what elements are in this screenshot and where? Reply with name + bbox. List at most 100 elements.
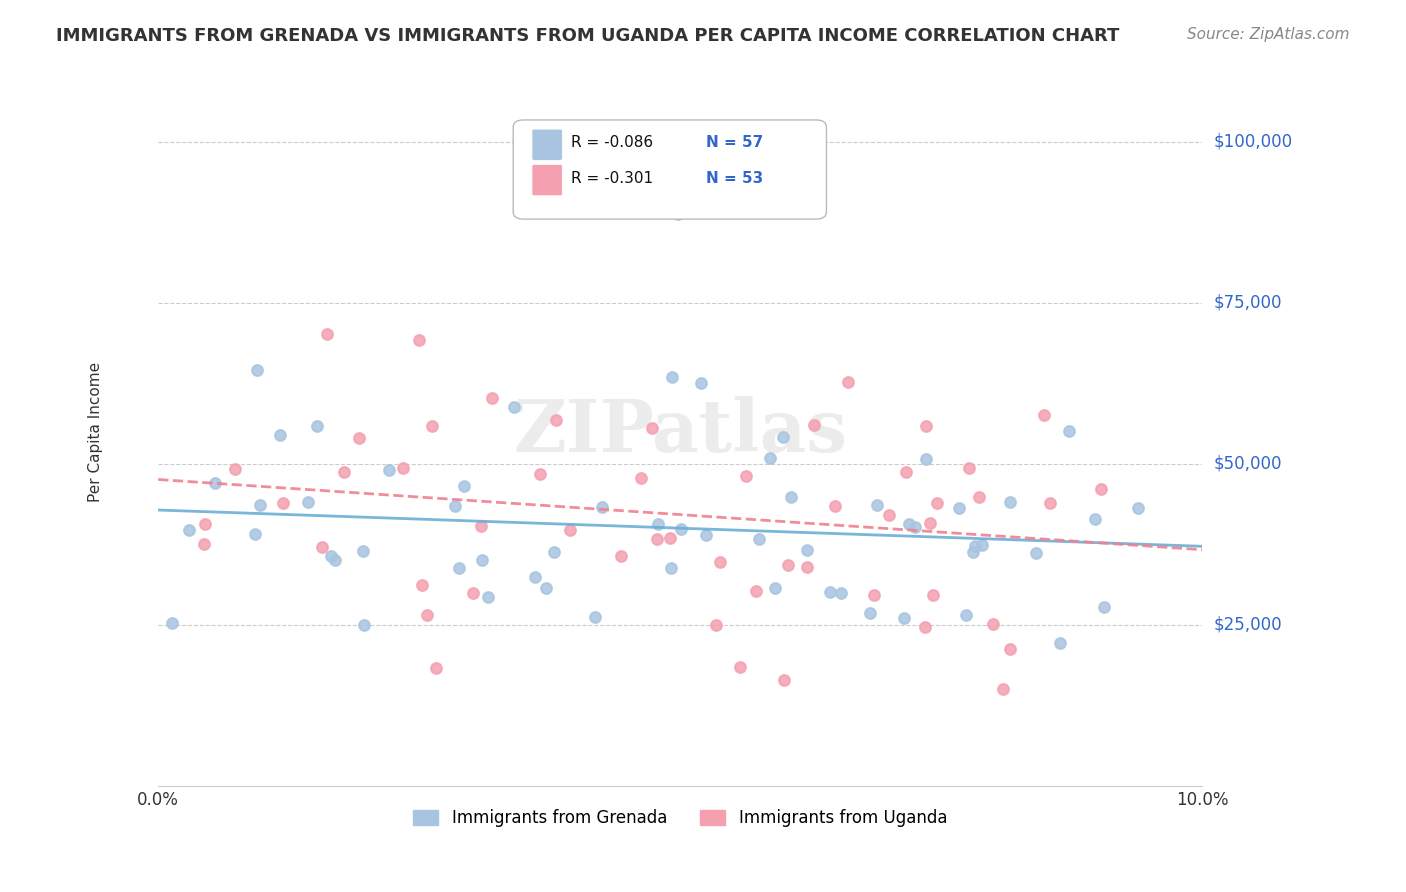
- Text: N = 57: N = 57: [706, 135, 763, 150]
- Text: R = -0.301: R = -0.301: [571, 170, 652, 186]
- Point: [922, 588, 945, 602]
- Point: [333, 465, 356, 479]
- Point: [879, 508, 901, 523]
- Point: [866, 498, 889, 512]
- FancyBboxPatch shape: [531, 129, 562, 161]
- Point: [963, 539, 986, 553]
- Point: [224, 461, 246, 475]
- Point: [748, 533, 770, 547]
- Text: Per Capita Income: Per Capita Income: [89, 361, 103, 501]
- Point: [824, 499, 846, 513]
- Point: [481, 392, 503, 406]
- Point: [583, 610, 606, 624]
- Point: [893, 610, 915, 624]
- Point: [352, 544, 374, 558]
- Text: N = 53: N = 53: [706, 170, 763, 186]
- Point: [311, 540, 333, 554]
- Point: [666, 207, 689, 221]
- Point: [347, 432, 370, 446]
- Point: [796, 543, 818, 558]
- Point: [830, 586, 852, 600]
- Point: [529, 467, 551, 481]
- Point: [194, 517, 217, 532]
- Point: [728, 660, 751, 674]
- Point: [392, 460, 415, 475]
- FancyBboxPatch shape: [513, 120, 827, 219]
- FancyBboxPatch shape: [531, 164, 562, 195]
- Point: [502, 400, 524, 414]
- Point: [837, 376, 859, 390]
- Point: [416, 608, 439, 623]
- Point: [661, 370, 683, 384]
- Text: ZIPatlas: ZIPatlas: [513, 396, 848, 467]
- Point: [425, 661, 447, 675]
- Point: [546, 413, 568, 427]
- Point: [162, 616, 184, 631]
- Point: [1126, 500, 1149, 515]
- Point: [820, 585, 842, 599]
- Point: [1084, 511, 1107, 525]
- Point: [245, 526, 267, 541]
- Point: [690, 376, 713, 391]
- Point: [998, 495, 1021, 509]
- Point: [957, 460, 980, 475]
- Point: [803, 418, 825, 433]
- Text: $25,000: $25,000: [1213, 615, 1282, 634]
- Point: [1049, 636, 1071, 650]
- Point: [779, 490, 801, 504]
- Point: [270, 428, 292, 442]
- Point: [948, 501, 970, 516]
- Point: [796, 559, 818, 574]
- Point: [378, 463, 401, 477]
- Point: [955, 607, 977, 622]
- Point: [534, 581, 557, 595]
- Point: [463, 586, 485, 600]
- Point: [524, 570, 547, 584]
- Point: [453, 479, 475, 493]
- Point: [709, 555, 731, 569]
- Point: [914, 620, 936, 634]
- Point: [1025, 546, 1047, 560]
- Point: [422, 419, 444, 434]
- Point: [695, 528, 717, 542]
- Point: [271, 496, 294, 510]
- Point: [918, 516, 941, 530]
- Point: [863, 588, 886, 602]
- Point: [297, 495, 319, 509]
- Point: [323, 553, 346, 567]
- Point: [773, 673, 796, 687]
- Point: [898, 517, 921, 532]
- Text: $100,000: $100,000: [1213, 133, 1292, 151]
- Point: [914, 418, 936, 433]
- Point: [859, 607, 882, 621]
- Point: [1039, 496, 1062, 510]
- Point: [967, 491, 990, 505]
- Point: [962, 545, 984, 559]
- Legend: Immigrants from Grenada, Immigrants from Uganda: Immigrants from Grenada, Immigrants from…: [406, 803, 953, 834]
- Point: [591, 500, 613, 514]
- Point: [1000, 641, 1022, 656]
- Point: [316, 326, 339, 341]
- Point: [305, 418, 328, 433]
- Point: [669, 522, 692, 536]
- Point: [177, 523, 200, 537]
- Point: [558, 523, 581, 537]
- Point: [444, 499, 467, 513]
- Text: $50,000: $50,000: [1213, 455, 1282, 473]
- Point: [408, 333, 430, 347]
- Point: [659, 561, 682, 575]
- Point: [246, 362, 269, 376]
- Point: [471, 553, 494, 567]
- Point: [744, 584, 766, 599]
- Point: [734, 468, 756, 483]
- Point: [353, 618, 375, 632]
- Point: [772, 430, 794, 444]
- Point: [927, 495, 949, 509]
- Point: [610, 549, 633, 563]
- Text: $75,000: $75,000: [1213, 293, 1282, 312]
- Text: Source: ZipAtlas.com: Source: ZipAtlas.com: [1187, 27, 1350, 42]
- Point: [981, 616, 1004, 631]
- Point: [630, 470, 652, 484]
- Text: R = -0.086: R = -0.086: [571, 135, 652, 150]
- Point: [204, 476, 226, 491]
